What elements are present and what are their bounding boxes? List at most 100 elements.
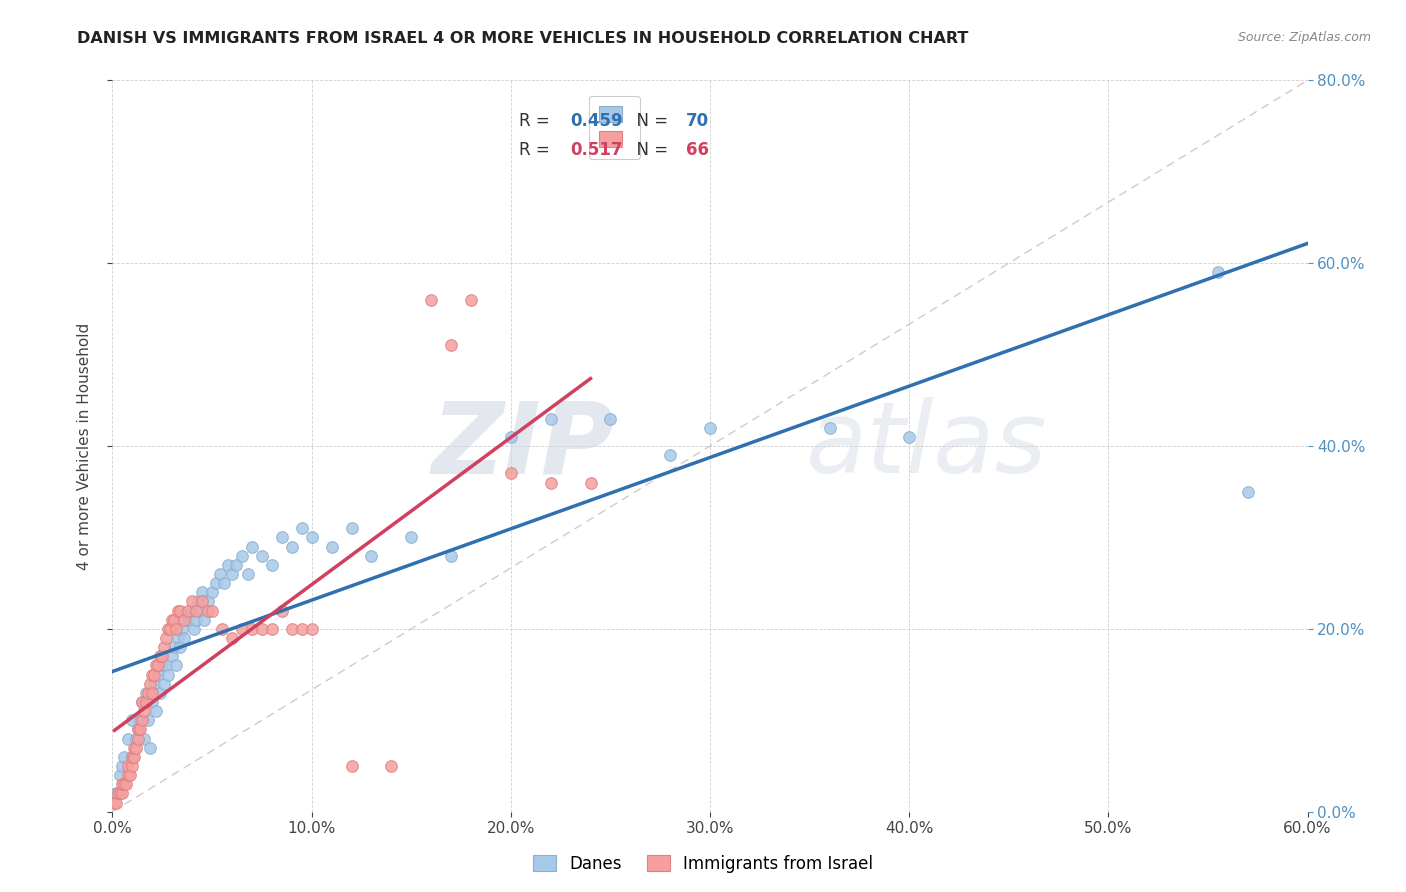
Text: R =: R = — [519, 141, 555, 159]
Point — [177, 613, 200, 627]
Point — [159, 622, 181, 636]
Point — [599, 411, 621, 425]
Point — [699, 421, 721, 435]
Point — [149, 686, 172, 700]
Point — [898, 430, 921, 444]
Point — [124, 740, 146, 755]
Point — [236, 567, 259, 582]
Text: N =: N = — [627, 112, 673, 129]
Point — [191, 594, 214, 608]
Point — [120, 768, 142, 782]
Point — [110, 787, 132, 801]
Point — [1206, 265, 1229, 279]
Point — [183, 622, 205, 636]
Point — [131, 695, 153, 709]
Point — [173, 631, 195, 645]
Point — [340, 759, 363, 773]
Point — [155, 658, 177, 673]
Point — [153, 676, 176, 690]
Point — [107, 787, 129, 801]
Point — [540, 475, 562, 490]
Point — [129, 714, 152, 728]
Text: 70: 70 — [686, 112, 709, 129]
Point — [401, 530, 423, 544]
Point — [114, 777, 135, 791]
Point — [201, 585, 224, 599]
Point — [105, 796, 128, 810]
Point — [139, 676, 162, 690]
Point — [157, 622, 180, 636]
Text: 0.517: 0.517 — [571, 141, 623, 159]
Point — [540, 411, 562, 425]
Point — [150, 658, 173, 673]
Point — [221, 631, 243, 645]
Point — [250, 622, 273, 636]
Point — [145, 704, 167, 718]
Point — [153, 640, 176, 655]
Point — [499, 430, 522, 444]
Point — [225, 558, 247, 572]
Y-axis label: 4 or more Vehicles in Household: 4 or more Vehicles in Household — [77, 322, 91, 570]
Point — [121, 714, 143, 728]
Point — [579, 475, 602, 490]
Point — [124, 749, 146, 764]
Point — [186, 613, 208, 627]
Point — [103, 796, 125, 810]
Point — [131, 714, 153, 728]
Point — [165, 622, 187, 636]
Point — [1237, 484, 1260, 499]
Point — [162, 613, 183, 627]
Point — [440, 338, 463, 352]
Point — [121, 749, 143, 764]
Point — [149, 649, 172, 664]
Point — [197, 594, 219, 608]
Point — [659, 448, 682, 462]
Point — [205, 576, 228, 591]
Point — [162, 649, 183, 664]
Point — [121, 749, 143, 764]
Point — [301, 530, 323, 544]
Point — [117, 759, 139, 773]
Point — [260, 622, 283, 636]
Point — [148, 658, 170, 673]
Point — [231, 549, 253, 563]
Text: atlas: atlas — [806, 398, 1047, 494]
Point — [148, 667, 170, 681]
Point — [191, 585, 214, 599]
Point — [212, 576, 235, 591]
Point — [281, 540, 304, 554]
Point — [111, 787, 134, 801]
Point — [143, 676, 166, 690]
Point — [139, 740, 162, 755]
Point — [150, 649, 173, 664]
Point — [197, 603, 219, 617]
Point — [167, 631, 190, 645]
Point — [145, 658, 167, 673]
Point — [141, 667, 163, 681]
Point — [270, 603, 292, 617]
Point — [127, 723, 149, 737]
Point — [209, 567, 232, 582]
Point — [157, 667, 180, 681]
Point — [115, 777, 138, 791]
Point — [125, 731, 148, 746]
Point — [138, 714, 160, 728]
Point — [131, 695, 153, 709]
Point — [420, 293, 443, 307]
Point — [141, 686, 163, 700]
Point — [460, 293, 482, 307]
Point — [301, 622, 323, 636]
Point — [143, 667, 166, 681]
Point — [188, 603, 211, 617]
Point — [135, 686, 157, 700]
Point — [121, 759, 143, 773]
Point — [201, 603, 224, 617]
Text: 66: 66 — [686, 141, 709, 159]
Point — [141, 695, 163, 709]
Point — [291, 622, 314, 636]
Point — [163, 640, 186, 655]
Point — [111, 759, 134, 773]
Point — [177, 603, 200, 617]
Point — [134, 704, 156, 718]
Point — [105, 787, 128, 801]
